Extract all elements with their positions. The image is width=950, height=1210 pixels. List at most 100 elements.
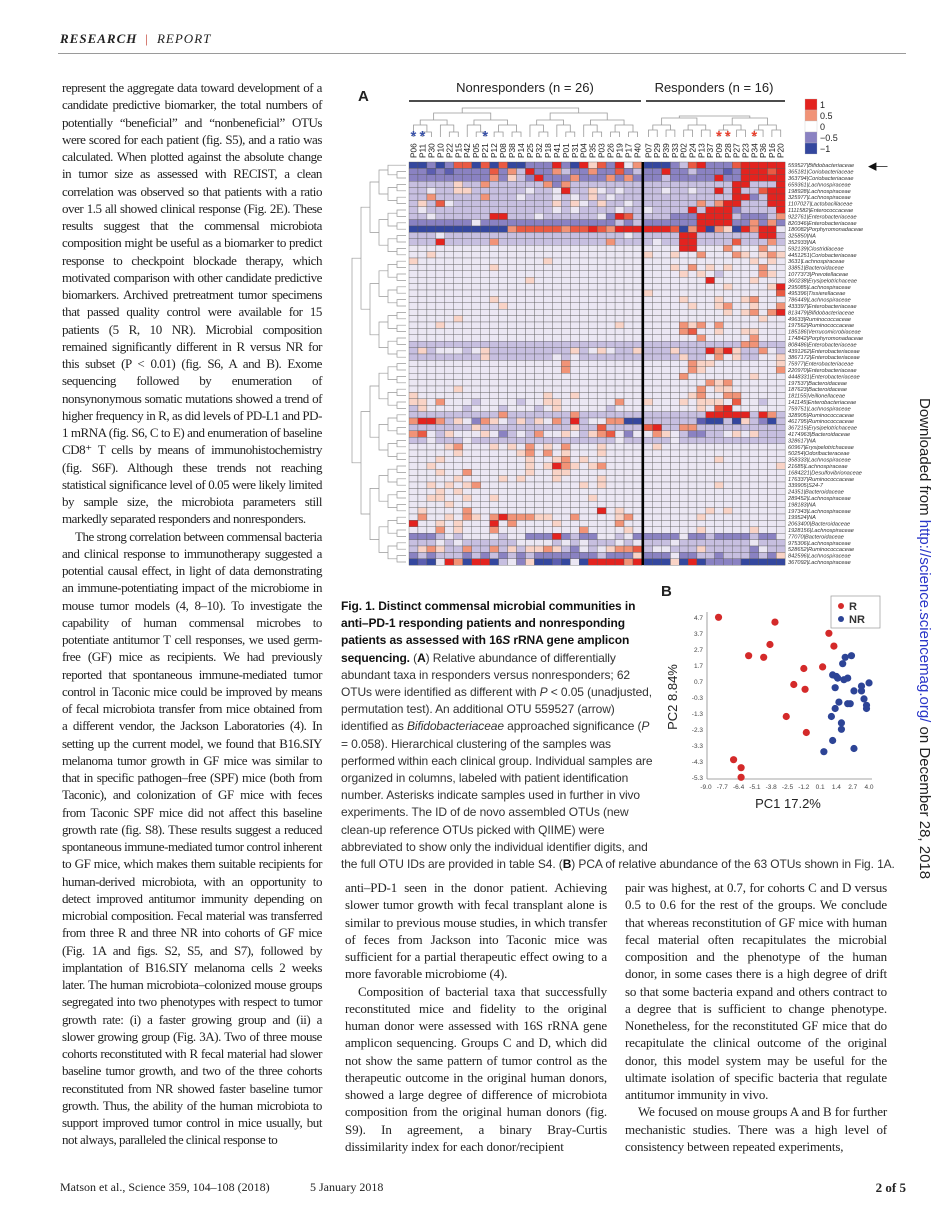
heatmap-cell — [471, 475, 481, 483]
heatmap-cell — [723, 347, 733, 355]
heatmap-cell — [605, 488, 616, 495]
heatmap-cell — [679, 373, 689, 380]
heatmap-cell — [740, 507, 751, 515]
heatmap-cell — [723, 366, 733, 374]
heatmap-cell — [679, 456, 689, 463]
body-paragraph: anti–PD-1 seen in the donor patient. Ach… — [345, 880, 607, 982]
row-label-otu: 808486|Enterobacteriaceae — [788, 342, 857, 348]
heatmap-cell — [670, 277, 680, 284]
heatmap-cell — [561, 225, 571, 233]
heatmap-cell — [740, 353, 751, 361]
x-tick-label: 4.0 — [864, 784, 873, 791]
heatmap-cell — [507, 392, 517, 399]
science-link[interactable]: http://science.sciencemag.org/ — [916, 519, 933, 723]
heatmap-cell — [652, 277, 662, 284]
heatmap-cell — [516, 456, 526, 463]
heatmap-cell — [723, 168, 733, 175]
heatmap-cell — [408, 315, 419, 323]
heatmap-cell — [705, 257, 715, 265]
heatmap-cell — [652, 366, 662, 374]
heatmap-cell — [534, 533, 544, 540]
heatmap-cell — [670, 238, 680, 246]
heatmap-cell — [516, 475, 526, 483]
heatmap-cell — [561, 456, 571, 463]
heatmap-cell — [498, 520, 508, 527]
heatmap-cell — [516, 417, 526, 425]
heatmap-cell — [596, 488, 607, 495]
heatmap-cell — [614, 411, 625, 419]
heatmap-cell — [561, 302, 571, 310]
download-notice: Downloaded from http://science.sciencema… — [916, 398, 933, 879]
heatmap-cell — [417, 193, 428, 201]
heatmap-cell — [643, 373, 653, 380]
heatmap-cell — [588, 501, 598, 508]
heatmap-cell — [417, 545, 428, 553]
x-tick-label: -1.2 — [798, 784, 810, 791]
heatmap-cell — [652, 296, 662, 303]
heatmap-cell — [534, 494, 544, 502]
heatmap-cell — [444, 533, 454, 540]
heatmap-cell — [723, 411, 733, 419]
heatmap-cell — [417, 360, 428, 367]
heatmap-cell — [534, 168, 544, 175]
heatmap-cell — [758, 533, 768, 540]
heatmap-cell — [758, 481, 768, 489]
heatmap-cell — [749, 456, 759, 463]
heatmap-cell — [444, 283, 454, 291]
heatmap-cell — [661, 347, 671, 355]
heatmap-cell — [776, 270, 786, 278]
heatmap-cell — [670, 520, 680, 527]
heatmap-cell — [516, 430, 526, 438]
heatmap-cell — [696, 219, 706, 227]
heatmap-cell — [552, 264, 562, 271]
heatmap-cell — [749, 552, 759, 559]
heatmap-cell — [705, 353, 715, 361]
heatmap-cell — [714, 283, 724, 291]
dendrogram-branch — [396, 196, 406, 204]
heatmap-cell — [471, 488, 481, 495]
heatmap-cell — [552, 328, 562, 335]
heatmap-cell — [444, 366, 454, 374]
heatmap-cell — [749, 270, 759, 278]
heatmap-cell — [453, 219, 463, 227]
heatmap-cell — [643, 238, 653, 246]
heatmap-cell — [605, 481, 616, 489]
heatmap-cell — [758, 539, 768, 547]
heatmap-cell — [570, 552, 580, 559]
heatmap-cell — [687, 161, 698, 169]
heatmap-cell — [679, 558, 689, 566]
heatmap-cell — [417, 328, 428, 335]
heatmap-cell — [623, 366, 634, 374]
dendrogram-branch — [583, 124, 598, 137]
heatmap-cell — [489, 277, 499, 284]
heatmap-cell — [471, 533, 481, 540]
heatmap-cell — [740, 168, 751, 175]
heatmap-cell — [426, 283, 437, 291]
heatmap-cell — [652, 405, 662, 412]
heatmap-cell — [507, 552, 517, 559]
dendrogram-branch — [433, 112, 492, 120]
heatmap-cell — [552, 277, 562, 284]
heatmap-cell — [543, 456, 553, 463]
heatmap-cell — [767, 225, 777, 233]
heatmap-cell — [480, 270, 490, 278]
heatmap-cell — [614, 257, 625, 265]
heatmap-cell — [696, 353, 706, 361]
heatmap-cell — [732, 481, 742, 489]
heatmap-cell — [732, 347, 742, 355]
asterisk-marker: * — [420, 128, 426, 145]
asterisk-marker: * — [716, 128, 722, 145]
heatmap-cell — [426, 513, 437, 521]
heatmap-cell — [561, 200, 571, 207]
heatmap-cell — [758, 341, 768, 348]
dendrogram-branch — [700, 129, 711, 137]
heatmap-cell — [723, 513, 733, 521]
heatmap-cell — [596, 475, 607, 483]
heatmap-cell — [749, 501, 759, 508]
heatmap-cell — [552, 296, 562, 303]
heatmap-cell — [534, 481, 544, 489]
heatmap-cell — [408, 277, 419, 284]
heatmap-cell — [561, 398, 571, 406]
heatmap-cell — [596, 379, 607, 387]
heatmap-cell — [570, 501, 580, 508]
